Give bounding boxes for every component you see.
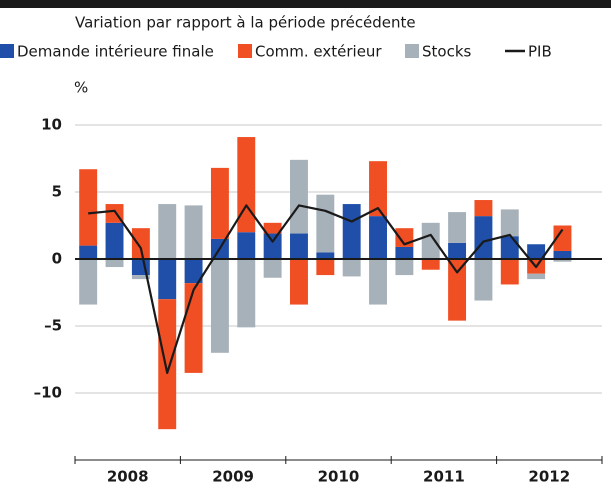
bar bbox=[553, 259, 572, 262]
bar bbox=[395, 246, 414, 259]
bar bbox=[210, 259, 229, 353]
legend-label: PIB bbox=[528, 43, 552, 61]
x-group-label: 2009 bbox=[212, 468, 254, 486]
bar bbox=[158, 259, 177, 300]
legend-label: Comm. extérieur bbox=[255, 43, 382, 61]
legend-swatch bbox=[238, 44, 252, 58]
bar bbox=[369, 216, 387, 259]
bar bbox=[263, 222, 282, 234]
bar bbox=[316, 252, 335, 259]
bar bbox=[448, 242, 467, 259]
y-tick-label: 5 bbox=[52, 183, 62, 201]
bar bbox=[474, 200, 493, 217]
bar bbox=[210, 167, 229, 239]
bar bbox=[184, 205, 203, 259]
bar bbox=[342, 204, 361, 259]
legend-swatch bbox=[405, 44, 419, 58]
bar bbox=[474, 216, 493, 259]
bar bbox=[263, 259, 282, 278]
bar bbox=[158, 204, 177, 259]
bar bbox=[105, 222, 124, 259]
bar bbox=[553, 225, 572, 251]
x-group-label: 2012 bbox=[528, 468, 570, 486]
bar bbox=[237, 232, 256, 259]
legend: Demande intérieure finale Comm. extérieur… bbox=[0, 43, 552, 61]
bar bbox=[131, 228, 150, 259]
bar bbox=[316, 194, 335, 253]
top-rule bbox=[0, 0, 611, 8]
bar bbox=[184, 259, 203, 284]
y-tick-label: –10 bbox=[34, 384, 62, 402]
y-tick-label: 0 bbox=[52, 250, 62, 268]
bar bbox=[290, 159, 308, 234]
bar bbox=[158, 299, 177, 430]
legend-label: Stocks bbox=[422, 43, 472, 61]
chart-title: Variation par rapport à la période précé… bbox=[75, 14, 416, 32]
y-tick-label: 10 bbox=[41, 116, 62, 134]
bar bbox=[421, 222, 440, 259]
line bbox=[88, 204, 564, 374]
bar bbox=[237, 137, 256, 233]
legend-label: Demande intérieure finale bbox=[17, 43, 214, 61]
bar bbox=[369, 259, 387, 305]
bar bbox=[395, 259, 414, 276]
bar bbox=[527, 273, 546, 280]
bar bbox=[290, 233, 308, 259]
x-group-label: 2010 bbox=[318, 468, 360, 486]
x-group-label: 2008 bbox=[107, 468, 149, 486]
bar bbox=[105, 259, 124, 268]
bar bbox=[500, 236, 519, 259]
bar bbox=[500, 209, 519, 237]
bar bbox=[79, 245, 98, 259]
bar bbox=[79, 169, 98, 246]
bar bbox=[237, 259, 256, 328]
bar bbox=[553, 250, 572, 259]
y-tick-label: –5 bbox=[44, 317, 62, 335]
bar bbox=[263, 233, 282, 259]
bar bbox=[448, 259, 467, 321]
x-group-label: 2011 bbox=[423, 468, 465, 486]
bar bbox=[448, 212, 467, 243]
bar bbox=[184, 283, 203, 373]
bar bbox=[369, 161, 387, 217]
bar bbox=[290, 259, 308, 305]
bar bbox=[421, 259, 440, 270]
legend-swatch bbox=[0, 44, 14, 58]
bar bbox=[79, 259, 98, 305]
y-axis-label: % bbox=[74, 79, 88, 97]
bar bbox=[316, 259, 335, 276]
bar bbox=[131, 275, 150, 280]
bar bbox=[342, 259, 361, 277]
bar bbox=[527, 244, 546, 259]
bar bbox=[500, 259, 519, 285]
bar bbox=[474, 259, 493, 301]
